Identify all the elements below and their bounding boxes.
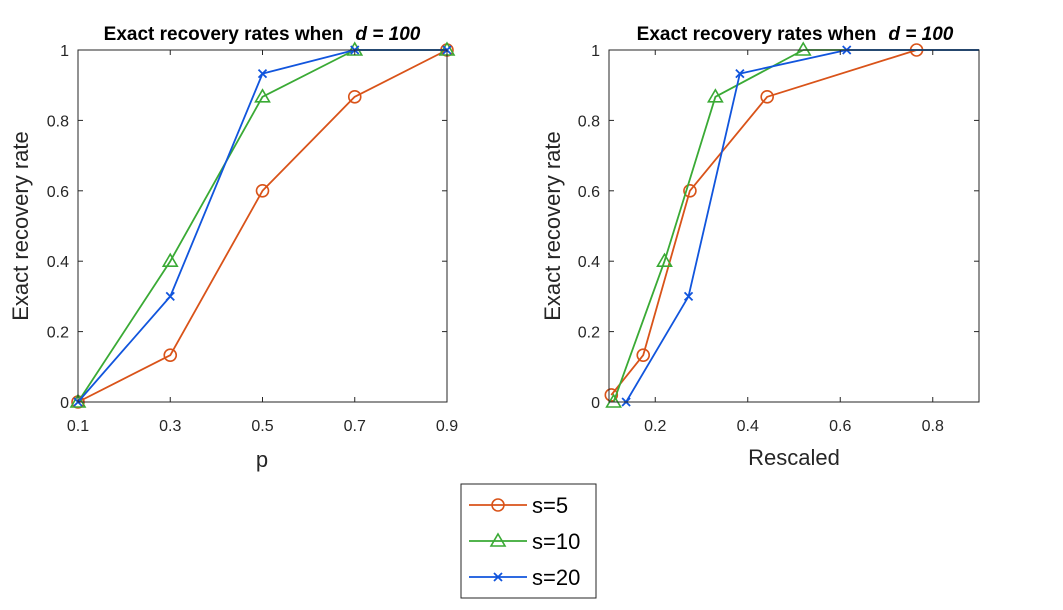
- x-tick-label: 0.5: [251, 418, 273, 435]
- y-ticks: 0 0.2 0.4 0.6 0.8 1: [578, 43, 979, 412]
- x-tick-label: 0.1: [67, 418, 89, 435]
- y-tick-label: 0.2: [47, 325, 69, 342]
- x-tick-label: 0.6: [829, 418, 851, 435]
- y-tick-label: 0: [60, 395, 69, 412]
- data-point: [636, 348, 651, 362]
- x-tick-label: 0.9: [436, 418, 458, 435]
- x-ticks: 0.2 0.4 0.6 0.8: [644, 50, 944, 435]
- y-tick-label: 1: [60, 43, 69, 60]
- data-point: [656, 252, 673, 267]
- chart-left: Exact recovery rates when d = 100 0.1 0.3 0…: [8, 24, 458, 472]
- series-s=5: [71, 43, 454, 409]
- y-tick-label: 0.8: [578, 113, 600, 130]
- x-tick-label: 0.3: [159, 418, 181, 435]
- data-point: [347, 90, 362, 104]
- data-point: [163, 348, 178, 362]
- chart-title: Exact recovery rates when d = 100: [104, 24, 421, 45]
- x-tick-label: 0.4: [737, 418, 759, 435]
- y-tick-label: 0.2: [578, 325, 600, 342]
- data-point: [683, 184, 697, 198]
- legend-marker: [491, 498, 505, 512]
- x-tick-label: 0.2: [644, 418, 666, 435]
- x-ticks: 0.1 0.3 0.5 0.7 0.9: [67, 50, 458, 435]
- data-point: [165, 291, 175, 302]
- y-ticks: 0 0.2 0.4 0.6 0.8 1: [47, 43, 447, 412]
- legend-entry: s=20: [469, 565, 580, 590]
- x-axis-label: p: [256, 447, 268, 472]
- y-tick-label: 0.4: [578, 254, 600, 271]
- data-point: [605, 393, 623, 408]
- legend-items: s=5 s=10 s=20: [469, 493, 580, 590]
- y-tick-label: 0.6: [47, 184, 69, 201]
- series-line: [77, 49, 448, 403]
- chart-right: Exact recovery rates when d = 100 0.2 0.4 0…: [540, 24, 980, 470]
- chart-title: Exact recovery rates when d = 100: [637, 24, 954, 45]
- x-tick-label: 0.7: [344, 418, 366, 435]
- data-point: [254, 88, 271, 103]
- y-tick-label: 0: [591, 395, 600, 412]
- legend-entry: s=10: [469, 529, 580, 554]
- legend-label: s=20: [532, 565, 580, 590]
- plot-area: [78, 50, 447, 402]
- data-point: [255, 184, 270, 198]
- legend-label: s=10: [532, 529, 580, 554]
- data-point: [794, 41, 812, 56]
- legend-entry: s=5: [469, 493, 568, 518]
- y-tick-label: 1: [591, 43, 600, 60]
- y-axis-label: Exact recovery rate: [540, 131, 565, 321]
- data-point: [161, 252, 179, 267]
- y-axis-label: Exact recovery rate: [8, 131, 33, 321]
- legend-label: s=5: [532, 493, 568, 518]
- x-tick-label: 0.8: [922, 418, 944, 435]
- legend: s=5 s=10 s=20: [460, 483, 597, 599]
- data-point: [760, 90, 774, 104]
- data-point: [735, 68, 745, 79]
- data-point: [69, 393, 87, 408]
- legend-marker: [489, 532, 507, 547]
- data-point: [683, 291, 694, 302]
- x-axis-label: Rescaled: [748, 445, 840, 470]
- data-point: [257, 68, 268, 79]
- y-tick-label: 0.4: [47, 254, 69, 271]
- y-tick-label: 0.8: [47, 113, 69, 130]
- legend-marker: [493, 572, 503, 582]
- data-point: [604, 388, 619, 402]
- data-point: [706, 88, 724, 103]
- y-tick-label: 0.6: [578, 184, 600, 201]
- plot-area: [609, 50, 979, 402]
